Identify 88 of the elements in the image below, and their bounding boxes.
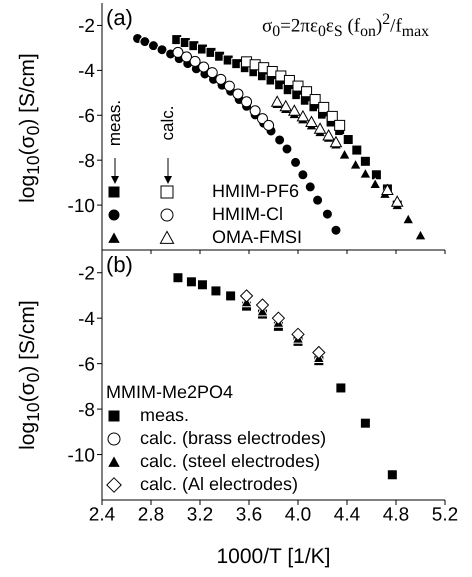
point	[301, 86, 312, 98]
point	[310, 94, 321, 106]
y-tick-label: -6	[78, 106, 95, 128]
y-tick-label: -4	[78, 61, 96, 82]
legend-label: calc. (brass electrodes)	[140, 428, 326, 448]
point	[156, 44, 168, 56]
point	[225, 290, 236, 302]
point	[241, 96, 252, 108]
y-tick-label: -6	[78, 354, 95, 376]
point	[322, 208, 333, 220]
point	[312, 194, 324, 206]
annotation: calc.	[158, 104, 178, 142]
y-tick-label: -8	[78, 150, 95, 172]
point	[296, 110, 309, 122]
point	[297, 169, 308, 180]
point	[369, 178, 382, 189]
point	[292, 328, 304, 341]
y-tick-label: -8	[78, 400, 95, 421]
point	[206, 67, 218, 78]
annotation: meas.	[105, 98, 125, 148]
point	[280, 100, 292, 112]
x-axis-title: 1000/T [1/K]	[215, 545, 332, 569]
point	[386, 469, 398, 480]
point	[224, 80, 235, 92]
point	[330, 224, 342, 236]
point	[338, 148, 351, 160]
point	[312, 346, 326, 359]
y-tick-label: -2	[78, 263, 95, 284]
point	[305, 116, 318, 128]
point	[271, 96, 284, 107]
point	[360, 418, 371, 429]
x-tick-label: 4.8	[382, 504, 410, 526]
point	[215, 74, 226, 85]
point	[314, 122, 326, 134]
point	[351, 144, 362, 156]
point	[274, 134, 286, 146]
point	[335, 382, 346, 394]
x-tick-label: 2.4	[88, 504, 116, 526]
point	[172, 272, 184, 284]
point	[391, 196, 404, 207]
point	[342, 134, 354, 146]
point	[334, 120, 346, 131]
point	[186, 276, 197, 288]
point	[148, 40, 159, 52]
x-tick-label: 3.6	[236, 504, 262, 526]
point	[172, 46, 184, 58]
point	[350, 158, 362, 170]
point	[304, 181, 316, 192]
point	[360, 156, 371, 167]
x-tick-label: 3.2	[186, 504, 214, 526]
point	[256, 113, 268, 124]
annotation: (b)	[106, 252, 133, 278]
point	[250, 105, 261, 116]
point	[232, 88, 244, 100]
legend-label: meas.	[140, 405, 190, 425]
legend-label: HMIM-PF6	[212, 181, 299, 201]
point	[256, 298, 269, 312]
point	[272, 312, 285, 325]
legend-label: OMA-FMSI	[212, 227, 302, 247]
point	[210, 285, 222, 296]
point	[402, 213, 414, 224]
legend-label: calc. (Al electrodes)	[140, 474, 298, 494]
point	[326, 110, 338, 122]
point	[359, 168, 372, 179]
point	[240, 289, 254, 302]
point	[139, 36, 150, 48]
legend-label: HMIM-Cl	[212, 204, 283, 224]
legend-label: calc. (steel electrodes)	[140, 451, 320, 471]
point	[318, 102, 330, 113]
point	[288, 104, 300, 116]
point	[370, 169, 382, 180]
y-tick-label: -10	[68, 196, 95, 217]
text: σ$_{0}$=2πε$_{0}$ε$_{S}$ (f$_{on}$)$^{2}$/f$_{max}$	[262, 11, 430, 40]
y-tick-label: -2	[78, 16, 95, 38]
legend-title: MMIM-Me2PO4	[106, 381, 234, 404]
point	[263, 120, 274, 131]
point	[290, 156, 302, 168]
point	[281, 143, 292, 154]
point	[181, 51, 192, 62]
x-tick-label: 4.4	[334, 504, 361, 526]
annotation: (a)	[106, 5, 133, 31]
y-tick-label: -4	[78, 308, 96, 330]
point	[322, 129, 335, 140]
y-tick-label: -10	[68, 445, 95, 466]
x-tick-label: 5.2	[432, 504, 458, 526]
x-tick-label: 2.8	[138, 504, 164, 526]
point	[196, 279, 208, 290]
x-tick-label: 4.0	[284, 504, 312, 526]
